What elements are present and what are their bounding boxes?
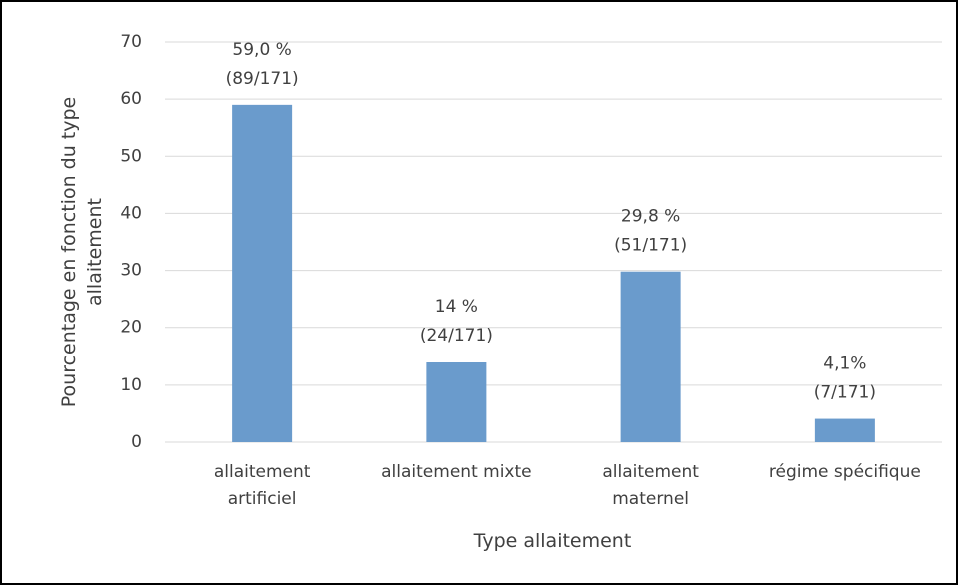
- bar: [814, 418, 875, 442]
- data-label: 4,1%: [823, 354, 866, 374]
- bar: [232, 104, 293, 442]
- x-tick-label: allaitement maternel: [602, 462, 699, 509]
- data-label: 59,0 %: [232, 40, 291, 60]
- x-tick-label: allaitement mixte: [381, 462, 532, 482]
- data-label: 14 %: [435, 297, 478, 317]
- y-axis-title: Pourcentage en fonction du type allaitem…: [58, 96, 106, 408]
- data-label: 29,8 %: [621, 207, 680, 227]
- y-tick-label: 20: [120, 318, 142, 338]
- y-tick-label: 50: [120, 146, 142, 166]
- data-label-count: (24/171): [420, 326, 493, 346]
- y-tick-label: 70: [120, 32, 142, 52]
- y-tick-label: 0: [131, 432, 142, 452]
- y-tick-label: 60: [120, 89, 142, 109]
- y-tick-label: 40: [120, 203, 142, 223]
- bar: [620, 271, 681, 442]
- x-tick-label: régime spécifique: [768, 462, 921, 482]
- y-tick-label: 30: [120, 261, 142, 281]
- bar: [426, 362, 487, 442]
- data-label-count: (51/171): [614, 236, 687, 256]
- x-tick-label: allaitement artificiel: [213, 462, 311, 509]
- data-label-count: (7/171): [814, 383, 876, 403]
- data-label-count: (89/171): [226, 69, 299, 89]
- y-tick-label: 10: [120, 375, 142, 395]
- x-axis-title: Type allaitement: [473, 530, 632, 552]
